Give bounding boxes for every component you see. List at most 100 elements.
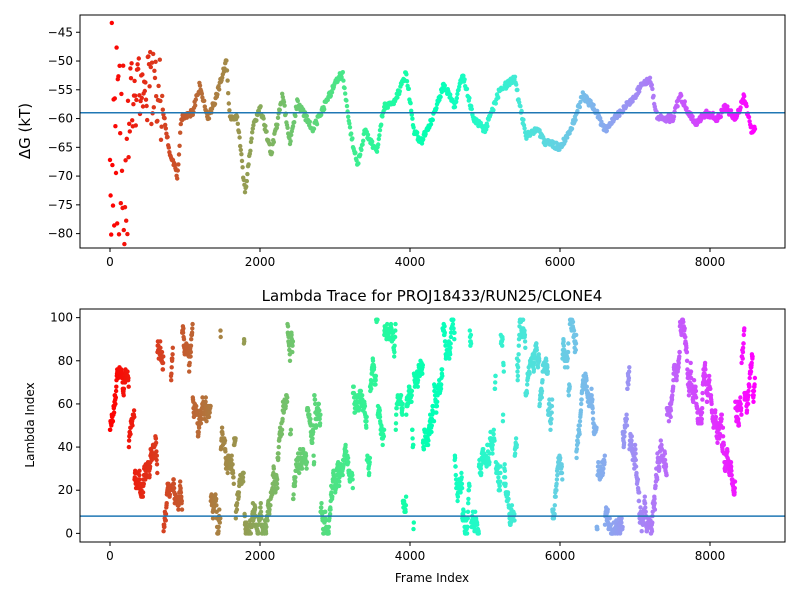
dg-point — [178, 121, 183, 127]
dg-point — [156, 83, 161, 89]
dg-point — [134, 97, 139, 103]
dg-point — [160, 93, 165, 99]
lambda-point — [555, 472, 560, 478]
lambda-point — [268, 503, 273, 508]
dg-point — [521, 117, 526, 122]
lambda-point — [700, 406, 705, 411]
lambda-point — [308, 416, 313, 422]
lambda-point — [739, 360, 744, 366]
lambda-point — [350, 472, 355, 478]
lambda-point — [404, 412, 409, 417]
dg-point — [377, 128, 383, 133]
dg-point — [598, 116, 603, 121]
lambda-point — [141, 481, 146, 486]
lambda-axes-frame — [79, 308, 786, 543]
lambda-point — [633, 451, 638, 456]
lambda-point — [167, 492, 173, 497]
dg-point — [346, 114, 351, 120]
lambda-point — [512, 518, 517, 523]
dg-point — [359, 147, 364, 153]
lambda-point — [218, 516, 223, 521]
lambda-point — [350, 477, 355, 482]
lambda-point — [222, 438, 228, 443]
lambda-point — [500, 419, 506, 424]
dg-point — [239, 152, 244, 157]
dg-point — [630, 99, 635, 104]
dg-point — [744, 103, 749, 109]
lambda-point — [420, 371, 425, 376]
lambda-point — [448, 352, 453, 357]
lambda-point — [346, 460, 351, 465]
lambda-point — [258, 505, 263, 510]
lambda-point — [267, 511, 272, 517]
lambda-point — [341, 462, 347, 467]
lambda-point — [458, 490, 463, 495]
lambda-point — [279, 431, 285, 437]
lambda-point — [187, 369, 192, 374]
lambda-point — [684, 349, 690, 355]
dg-point — [114, 45, 119, 50]
dg-point — [250, 130, 255, 135]
lambda-point — [559, 470, 565, 476]
lambda-point — [369, 380, 374, 385]
dg-point — [263, 123, 268, 129]
lambda-point — [619, 516, 624, 521]
lambda-point — [203, 399, 208, 404]
lambda-point — [113, 388, 119, 394]
dg-point — [344, 103, 350, 109]
lambda-point — [725, 449, 730, 454]
lambda-point — [178, 479, 183, 484]
lambda-point — [161, 529, 166, 534]
lambda-point — [312, 393, 317, 398]
dg-point — [147, 84, 152, 89]
lambda-point — [566, 393, 571, 398]
lambda-point — [554, 477, 560, 482]
lambda-y-tick-label: 80 — [58, 354, 73, 368]
lambda-point — [225, 470, 230, 476]
dg-point — [176, 152, 182, 157]
lambda-point — [316, 401, 321, 407]
dg-point — [151, 51, 156, 57]
lambda-point — [497, 488, 503, 493]
lambda-point — [466, 496, 471, 502]
dg-point — [206, 116, 212, 121]
lambda-point — [450, 321, 456, 327]
lambda-point — [113, 401, 118, 407]
lambda-point — [544, 358, 549, 363]
lambda-point — [650, 520, 655, 525]
dg-point — [118, 201, 124, 206]
dg-point — [428, 122, 434, 127]
lambda-point — [505, 490, 511, 495]
lambda-point — [625, 386, 630, 391]
dg-point — [377, 133, 382, 138]
lambda-x-ticks: 0 2000 4000 6000 8000 — [106, 542, 725, 563]
dg-point — [166, 145, 171, 150]
lambda-point — [190, 326, 195, 331]
lambda-point — [179, 498, 184, 504]
lambda-point — [323, 509, 328, 514]
lambda-point — [392, 354, 397, 359]
dg-point — [160, 107, 165, 112]
lambda-point — [699, 421, 704, 426]
lambda-point — [676, 365, 681, 370]
dg-point — [467, 95, 472, 101]
dg-point — [295, 98, 300, 104]
lambda-point — [600, 470, 606, 476]
lambda-x-tick-label: 0 — [106, 549, 114, 563]
dg-point — [131, 102, 136, 107]
lambda-point — [459, 470, 464, 476]
dg-point — [158, 137, 164, 142]
dg-point — [469, 106, 474, 112]
lambda-point — [236, 494, 241, 499]
lambda-point — [719, 416, 724, 422]
lambda-point — [570, 319, 576, 325]
dg-point — [370, 139, 375, 144]
lambda-point — [345, 455, 351, 461]
lambda-point — [693, 395, 699, 400]
lambda-point — [170, 345, 175, 350]
lambda-point — [534, 347, 539, 353]
lambda-point — [693, 388, 699, 394]
lambda-point — [344, 449, 349, 454]
dg-point — [485, 124, 490, 129]
lambda-point — [747, 375, 752, 381]
